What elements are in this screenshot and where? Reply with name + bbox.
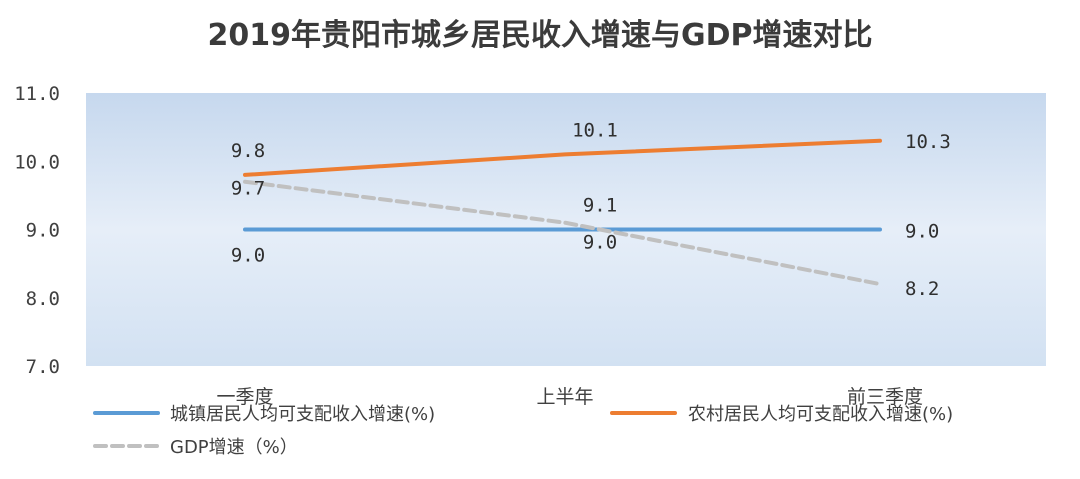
y-tick-label: 9.0 bbox=[26, 220, 60, 242]
data-label: 9.8 bbox=[231, 140, 265, 162]
data-label: 10.1 bbox=[572, 119, 618, 141]
data-label: 9.1 bbox=[583, 195, 617, 217]
y-tick-label: 7.0 bbox=[26, 356, 60, 378]
chart-title: 2019年贵阳市城乡居民收入增速与GDP增速对比 bbox=[207, 18, 872, 53]
legend-label: 农村居民人均可支配收入增速(%) bbox=[688, 404, 953, 425]
x-tick-label: 前三季度 bbox=[847, 386, 923, 408]
data-label: 9.0 bbox=[583, 232, 617, 254]
y-tick-label: 8.0 bbox=[26, 288, 60, 310]
y-tick-label: 10.0 bbox=[14, 151, 60, 173]
y-tick-label: 11.0 bbox=[14, 83, 60, 105]
x-tick-label: 一季度 bbox=[216, 386, 273, 408]
legend-label: GDP增速（%） bbox=[170, 437, 298, 458]
series-line bbox=[243, 179, 882, 287]
x-tick-label: 上半年 bbox=[536, 386, 593, 408]
legend-label: 城镇居民人均可支配收入增速(%) bbox=[170, 404, 435, 425]
data-label: 8.2 bbox=[905, 278, 939, 300]
data-label: 10.3 bbox=[905, 131, 951, 153]
data-label: 9.7 bbox=[231, 178, 265, 200]
data-label: 9.0 bbox=[231, 245, 265, 267]
series-line bbox=[243, 138, 882, 177]
data-label: 9.0 bbox=[905, 221, 939, 243]
